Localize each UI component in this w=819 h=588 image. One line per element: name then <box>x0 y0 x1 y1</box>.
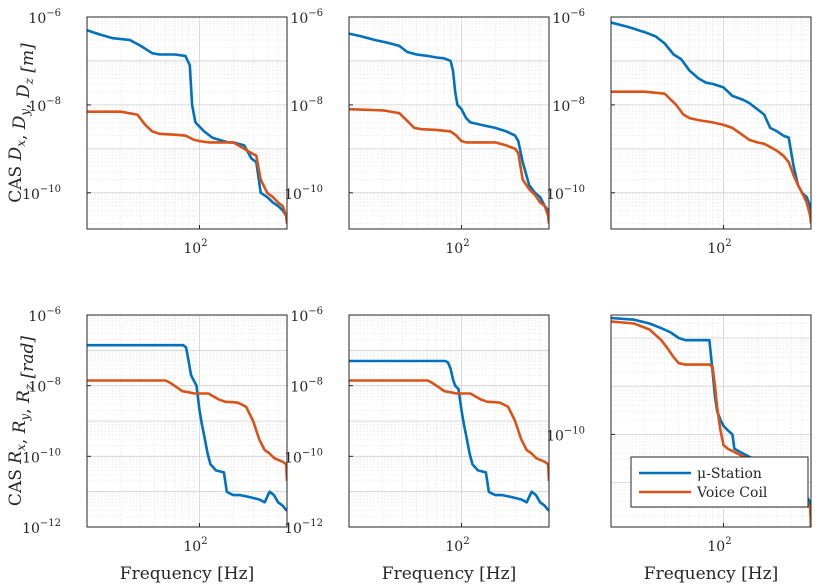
y-tick-exponent: −8 <box>46 377 61 388</box>
y-label-text: , <box>10 439 30 444</box>
y-tick-exponent: −10 <box>302 447 323 458</box>
y-tick-label: 10−10 <box>284 447 323 466</box>
plot-area <box>349 17 549 229</box>
y-tick-label: 10−10 <box>546 184 585 203</box>
y-label-subscript: x <box>14 444 28 451</box>
y-tick-exponent: −10 <box>302 184 323 195</box>
y-tick-label: 10−6 <box>552 8 585 27</box>
y-tick-exponent: −6 <box>46 8 61 19</box>
y-label-text: , <box>14 408 34 413</box>
y-tick-exponent: −10 <box>40 184 61 195</box>
y-label-subscript: y <box>18 109 32 117</box>
y-label-subscript: y <box>18 414 32 422</box>
axes-frame <box>610 16 812 230</box>
subplot-5: 102 10−6 10−8 10−10 10−12 Frequency [Hz] <box>284 306 550 584</box>
y-label-symbol: R <box>14 390 34 404</box>
series-line-voice-coil <box>349 379 549 482</box>
y-tick-label: 10−10 <box>546 425 585 444</box>
legend-label-mu-station: μ-Station <box>697 466 762 482</box>
y-label-subscript: z <box>22 383 36 391</box>
y-tick-label: 10−6 <box>290 8 323 27</box>
y-label-symbol: D <box>6 146 26 161</box>
y-label-text: CAS <box>6 166 26 203</box>
series-line-mu-station <box>87 343 287 512</box>
x-tick-exponent: 2 <box>201 536 207 547</box>
y-tick-label: 10−10 <box>284 184 323 203</box>
y-tick-exponent: −6 <box>308 8 323 19</box>
y-axis-label: CAS Dx, Dy, Dz [m] <box>6 43 38 203</box>
series-line-mu-station <box>349 32 549 224</box>
x-axis-label: Frequency [Hz] <box>120 564 254 584</box>
series-line-voice-coil <box>349 107 549 224</box>
x-tick-exponent: 2 <box>725 238 731 249</box>
y-label-subscript: z <box>22 77 36 85</box>
y-tick-exponent: −10 <box>40 447 61 458</box>
x-tick-label: 102 <box>445 238 469 257</box>
y-tick-exponent: −6 <box>308 306 323 317</box>
x-axis-label: Frequency [Hz] <box>382 564 516 584</box>
subplot-6: 102 10−10 Frequency [Hz] μ-Station Voice Coi… <box>546 314 812 584</box>
series-line-mu-station <box>349 359 549 512</box>
x-tick-label: 102 <box>707 536 731 555</box>
y-label-text: CAS <box>6 469 26 506</box>
series-line-voice-coil <box>87 110 287 224</box>
y-label-symbol: R <box>10 420 30 434</box>
y-tick-exponent: −6 <box>570 8 585 19</box>
y-label-text: , <box>10 135 30 140</box>
y-tick-exponent: −10 <box>564 184 585 195</box>
y-label-symbol: D <box>14 84 34 99</box>
x-tick-label: 102 <box>183 238 207 257</box>
x-tick-exponent: 2 <box>463 536 469 547</box>
x-tick-label: 102 <box>445 536 469 555</box>
y-tick-label: 10−6 <box>290 306 323 325</box>
y-tick-label: 10−12 <box>284 518 323 537</box>
y-tick-label: 10−6 <box>28 8 61 27</box>
y-tick-exponent: −6 <box>46 306 61 317</box>
x-axis-label: Frequency [Hz] <box>644 564 778 584</box>
legend-box <box>630 456 809 508</box>
y-label-unit: [m] <box>18 43 38 73</box>
x-tick-label: 102 <box>183 536 207 555</box>
axes-frame <box>348 314 550 528</box>
y-tick-exponent: −12 <box>302 518 323 529</box>
y-label-subscript: x <box>14 140 28 147</box>
y-tick-exponent: −8 <box>46 96 61 107</box>
y-tick-exponent: −12 <box>40 518 61 529</box>
y-tick-label: 10−6 <box>28 306 61 325</box>
axes-frame <box>348 16 550 230</box>
series-line-voice-coil <box>87 379 287 482</box>
subplot-2: 102 10−6 10−8 10−10 <box>284 8 550 257</box>
y-label-text: , <box>14 103 34 108</box>
legend: μ-Station Voice Coil <box>630 456 809 508</box>
x-tick-exponent: 2 <box>201 238 207 249</box>
axes-frame <box>610 314 812 528</box>
y-tick-label: 10−8 <box>290 377 323 396</box>
axes-frame <box>86 16 288 230</box>
y-tick-exponent: −8 <box>308 377 323 388</box>
y-tick-exponent: −10 <box>564 425 585 436</box>
legend-label-voice-coil: Voice Coil <box>696 485 768 501</box>
x-tick-label: 102 <box>707 238 731 257</box>
y-tick-label: 10−8 <box>552 96 585 115</box>
y-tick-label: 10−10 <box>22 184 61 203</box>
y-tick-exponent: −8 <box>570 96 585 107</box>
series-line-voice-coil <box>611 90 811 224</box>
y-tick-label: 10−8 <box>290 96 323 115</box>
y-label-symbol: D <box>10 115 30 130</box>
axes-frame <box>86 314 288 528</box>
y-tick-label: 10−12 <box>22 518 61 537</box>
subplot-3: 102 10−6 10−8 10−10 <box>546 8 812 257</box>
plot-area <box>87 17 287 229</box>
x-tick-exponent: 2 <box>463 238 469 249</box>
y-axis-label: CAS Rx, Ry, Rz [rad] <box>6 336 38 506</box>
series-line-mu-station <box>87 28 287 224</box>
y-label-symbol: R <box>6 451 26 465</box>
x-tick-exponent: 2 <box>725 536 731 547</box>
y-tick-exponent: −8 <box>308 96 323 107</box>
y-label-unit: [rad] <box>18 336 38 379</box>
